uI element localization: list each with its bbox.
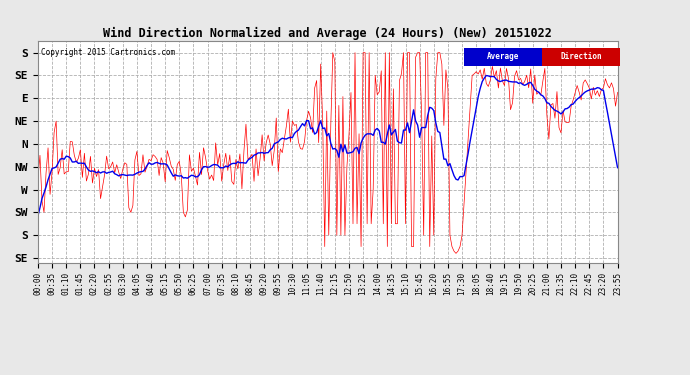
FancyBboxPatch shape bbox=[464, 48, 542, 66]
Title: Wind Direction Normalized and Average (24 Hours) (New) 20151022: Wind Direction Normalized and Average (2… bbox=[104, 27, 552, 40]
Text: Average: Average bbox=[487, 52, 520, 61]
Text: Copyright 2015 Cartronics.com: Copyright 2015 Cartronics.com bbox=[41, 48, 175, 57]
FancyBboxPatch shape bbox=[542, 48, 620, 66]
Text: Direction: Direction bbox=[560, 52, 602, 61]
